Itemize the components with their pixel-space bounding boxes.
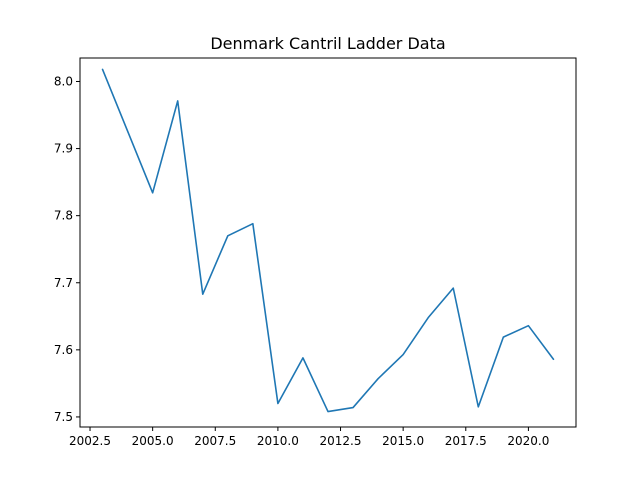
x-axis: 2002.5 2005.0 2007.5 2010.0 2012.5 2015.0 2017… xyxy=(69,427,549,448)
x-tick-label: 2007.5 xyxy=(194,434,236,448)
y-tick-label: 7.8 xyxy=(54,209,73,223)
y-tick-label: 8.0 xyxy=(54,74,73,88)
x-tick-label: 2017.5 xyxy=(445,434,487,448)
x-tick-label: 2005.0 xyxy=(132,434,174,448)
plot-area xyxy=(79,57,577,428)
x-tick-label: 2012.5 xyxy=(320,434,362,448)
x-tick-label: 2010.0 xyxy=(257,434,299,448)
y-tick-label: 7.6 xyxy=(54,343,73,357)
x-tick-label: 2020.0 xyxy=(507,434,549,448)
series-line xyxy=(101,68,555,413)
x-tick-label: 2015.0 xyxy=(382,434,424,448)
x-tick-label: 2002.5 xyxy=(69,434,111,448)
chart-title: Denmark Cantril Ladder Data xyxy=(210,34,445,53)
y-tick-label: 7.5 xyxy=(54,410,73,424)
y-tick-label: 7.9 xyxy=(54,142,73,156)
y-tick-label: 7.7 xyxy=(54,276,73,290)
y-axis: 7.5 7.6 7.7 7.8 7.9 8.0 xyxy=(54,74,80,424)
